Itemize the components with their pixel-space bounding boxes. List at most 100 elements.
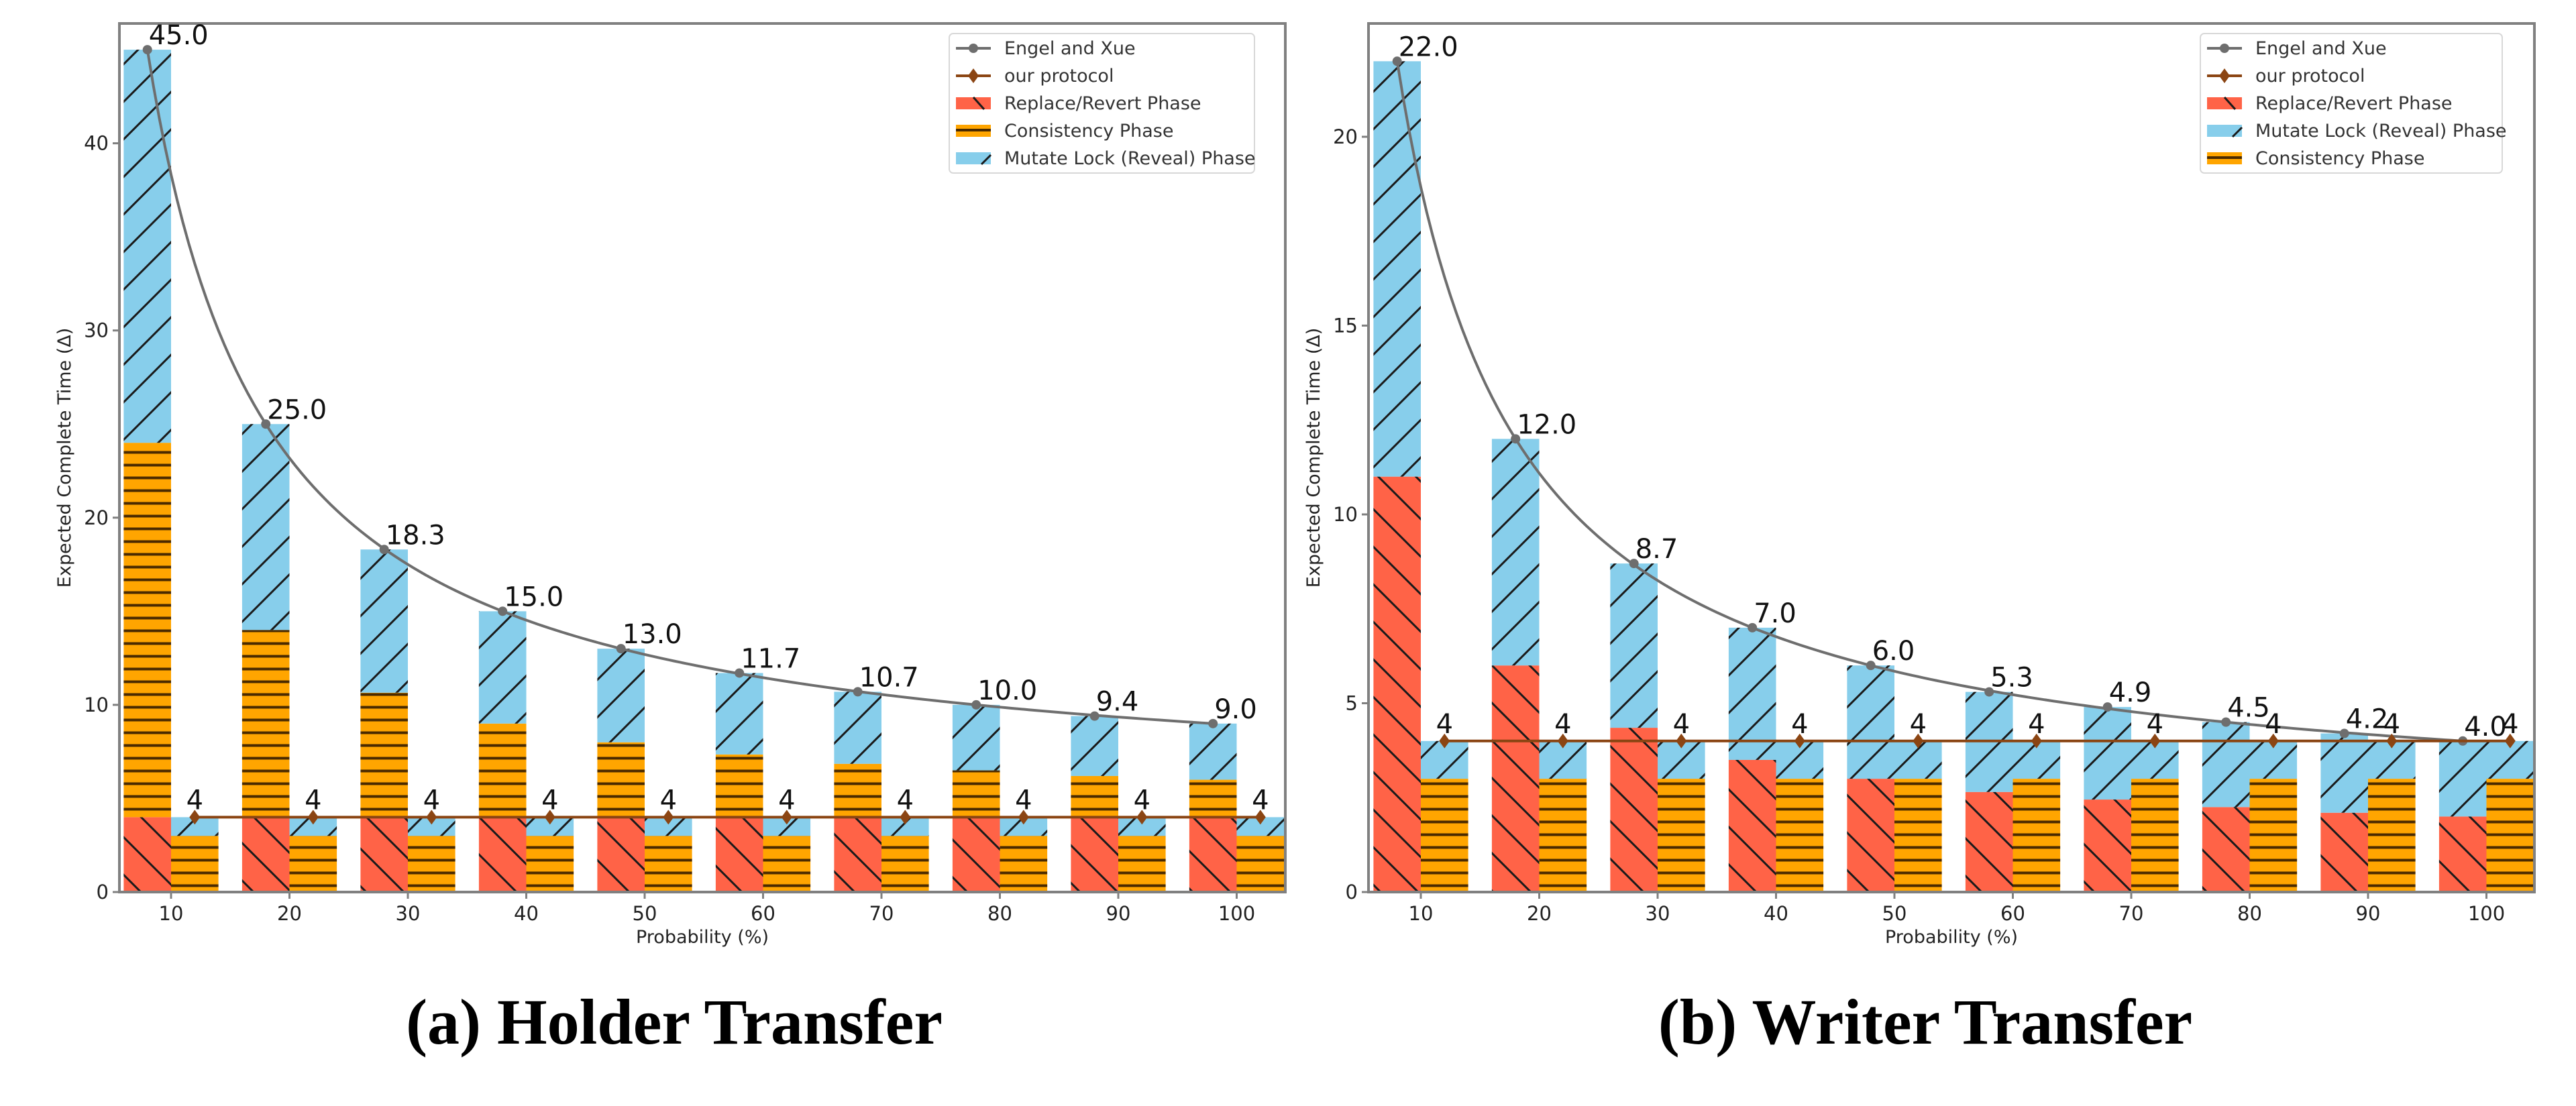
bar-hatch-consistency <box>241 630 290 818</box>
caption-writer-transfer: (b) Writer Transfer <box>1658 986 2193 1058</box>
engel-value-label: 4.0 <box>2464 712 2507 742</box>
legend-item-replace_revert: Replace/Revert Phase <box>956 93 1201 114</box>
bar-hatch-consistency <box>526 836 574 892</box>
bar-hatch-mutate_lock <box>241 424 290 630</box>
x-tick-label: 50 <box>1882 902 1907 925</box>
x-axis: 10 20 30 40 50 60 70 80 90 100 Probability (%) <box>1409 892 2505 948</box>
bar-hatch-consistency <box>1071 775 1118 818</box>
our-protocol-value-label: 4 <box>2147 709 2163 740</box>
engel-value-label: 25.0 <box>267 394 327 425</box>
circle-marker-icon <box>969 44 978 53</box>
y-tick-label: 20 <box>84 506 109 529</box>
our-protocol-value-label: 4 <box>1134 785 1150 816</box>
bar-hatch-mutate_lock <box>2202 722 2250 808</box>
writer-transfer-chart: 0 5 10 15 20 Expected Complete Time (Δ) 10 20 30… <box>1303 22 2536 948</box>
y-tick-label: 0 <box>1346 881 1358 903</box>
bar-hatch-consistency <box>1421 779 1468 892</box>
bar-hatch-replace_revert <box>2438 816 2487 892</box>
our-protocol-value-label: 4 <box>423 785 440 816</box>
engel-value-label: 18.3 <box>386 520 445 551</box>
bar-hatch-replace_revert <box>123 817 171 892</box>
x-tick-label: 90 <box>2356 902 2381 925</box>
x-tick-label: 80 <box>987 902 1012 925</box>
plot-frame <box>1367 22 2536 893</box>
engel-value-label: 12.0 <box>1517 409 1576 440</box>
x-axis-label: Probability (%) <box>636 927 769 948</box>
bar-hatch-mutate_lock <box>1373 61 1421 477</box>
legend-item-consistency: Consistency Phase <box>2207 148 2424 169</box>
x-tick-label: 40 <box>514 902 539 925</box>
y-tick-label: 10 <box>84 694 109 716</box>
x-tick-label: 20 <box>1527 902 1552 925</box>
bar-hatch-consistency <box>1894 779 1942 892</box>
our-protocol-marker <box>781 810 792 825</box>
bar-hatch-replace_revert <box>2084 799 2131 892</box>
our-protocol-value-label: 4 <box>897 785 914 816</box>
diamond-marker-icon <box>968 68 979 83</box>
legend-item-replace_revert: Replace/Revert Phase <box>2207 93 2453 114</box>
our-protocol-marker <box>2386 733 2398 749</box>
our-protocol-marker <box>1676 733 1687 749</box>
engel-marker <box>2221 717 2231 727</box>
engel-value-label: 4.2 <box>2346 704 2389 735</box>
bar-hatch-consistency <box>2486 779 2534 892</box>
x-tick-label: 30 <box>396 902 421 925</box>
y-tick-label: 30 <box>84 319 109 342</box>
engel-marker <box>379 545 389 555</box>
bar-hatch-mutate_lock <box>123 50 171 443</box>
engel-marker <box>616 644 626 654</box>
engel-value-label: 6.0 <box>1872 636 1915 667</box>
bar-hatch-mutate_lock <box>1728 627 1776 760</box>
engel-and-xue-line <box>146 49 1214 725</box>
bar-hatch-replace_revert <box>597 817 645 892</box>
our-protocol-value-label: 4 <box>1673 709 1690 740</box>
bar-hatch-mutate_lock <box>360 549 408 693</box>
circle-marker-icon <box>2220 44 2229 53</box>
our-protocol-value-label: 4 <box>660 785 677 816</box>
patch-icon-replace_revert <box>956 97 991 109</box>
bar-hatch-replace_revert <box>952 817 1000 892</box>
bar-hatch-replace_revert <box>834 817 881 892</box>
bar-hatch-consistency <box>763 836 811 892</box>
our-protocol-marker <box>1254 810 1266 825</box>
bar-hatch-replace_revert <box>1071 817 1118 892</box>
our-protocol-marker <box>1439 733 1450 749</box>
bar-hatch-consistency <box>597 742 645 818</box>
engel-value-label: 5.3 <box>1990 663 2033 694</box>
engel-value-label: 8.7 <box>1635 534 1678 565</box>
our-protocol-value-label: 4 <box>1252 785 1269 816</box>
bar-hatch-replace_revert <box>1610 728 1658 892</box>
engel-marker <box>735 668 745 678</box>
bar-hatch-replace_revert <box>478 817 527 892</box>
bar-hatch-consistency <box>952 770 1000 818</box>
legend: Engel and Xue our protocol Replace/Revert … <box>2200 33 2507 174</box>
our-protocol-value-label: 4 <box>2028 709 2045 740</box>
our-protocol-value-label: 4 <box>2265 709 2282 740</box>
x-tick-label: 20 <box>277 902 302 925</box>
engel-value-label: 10.0 <box>977 675 1037 706</box>
x-axis: 10 20 30 40 50 60 70 80 90 100 Probability (%) <box>159 892 1255 948</box>
bar-hatch-consistency <box>171 836 219 892</box>
y-tick-label: 20 <box>1333 125 1358 148</box>
engel-value-label: 7.0 <box>1754 598 1796 629</box>
legend-label: Engel and Xue <box>1004 38 1136 59</box>
diamond-marker-icon <box>2219 68 2230 83</box>
engel-marker <box>1866 661 1876 671</box>
our-protocol-value-label: 4 <box>2383 709 2400 740</box>
our-protocol-value-label: 4 <box>1791 709 1808 740</box>
engel-marker <box>853 687 863 697</box>
legend-box <box>949 33 1255 174</box>
our-protocol-marker <box>2267 733 2279 749</box>
our-protocol-value-label: 4 <box>1015 785 1032 816</box>
x-tick-label: 70 <box>869 902 894 925</box>
engel-marker <box>261 419 271 429</box>
engel-marker <box>1984 687 1994 697</box>
our-protocol-marker <box>1557 733 1568 749</box>
x-tick-label: 10 <box>1409 902 1434 925</box>
legend-box <box>2200 33 2503 174</box>
bar-hatch-consistency <box>478 723 527 818</box>
bar-hatch-consistency <box>2249 779 2298 892</box>
our-protocol-marker <box>1136 810 1148 825</box>
bar-hatch-consistency <box>1658 779 1705 892</box>
bar-hatch-mutate_lock <box>715 673 763 755</box>
